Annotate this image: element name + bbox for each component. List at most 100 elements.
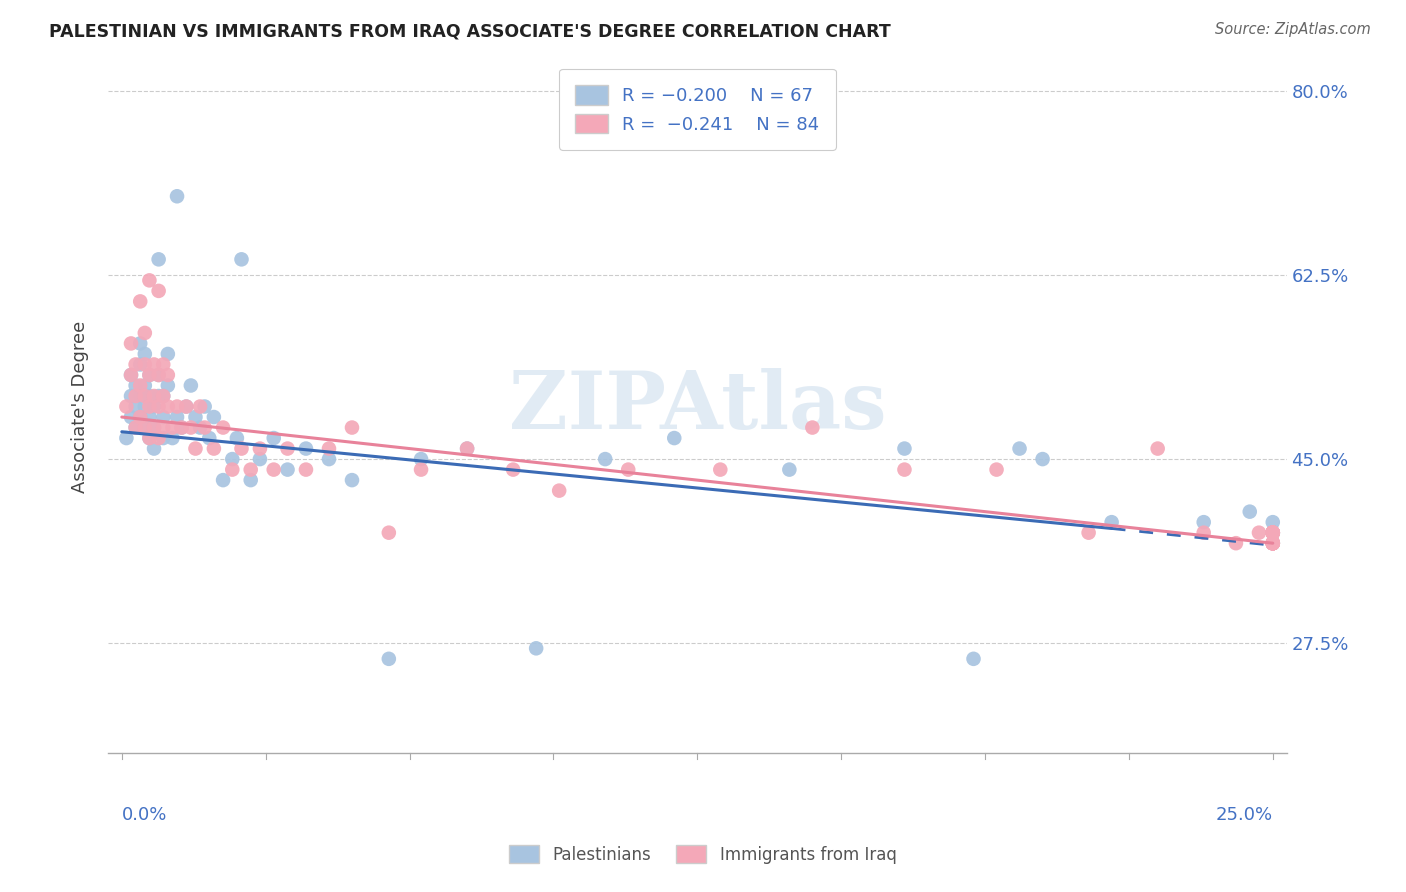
- Point: [593, 452, 616, 467]
- Point: [115, 400, 138, 414]
- Point: [1101, 515, 1123, 529]
- Point: [1261, 536, 1284, 550]
- Point: [1261, 515, 1284, 529]
- Point: [617, 462, 640, 476]
- Point: [1261, 536, 1284, 550]
- Point: [162, 431, 184, 445]
- Point: [184, 442, 207, 456]
- Point: [709, 462, 731, 476]
- Point: [1261, 525, 1284, 540]
- Point: [138, 273, 160, 287]
- Point: [212, 473, 235, 487]
- Point: [134, 378, 156, 392]
- Point: [202, 410, 225, 425]
- Point: [318, 442, 340, 456]
- Point: [1239, 505, 1261, 519]
- Point: [138, 368, 160, 382]
- Point: [340, 473, 363, 487]
- Point: [143, 420, 166, 434]
- Point: [1261, 536, 1284, 550]
- Point: [148, 400, 170, 414]
- Point: [129, 294, 152, 309]
- Text: 0.0%: 0.0%: [122, 806, 167, 824]
- Point: [1261, 536, 1284, 550]
- Point: [1261, 536, 1284, 550]
- Point: [893, 442, 915, 456]
- Point: [1032, 452, 1054, 467]
- Point: [166, 400, 188, 414]
- Point: [664, 431, 686, 445]
- Point: [156, 378, 179, 392]
- Point: [202, 442, 225, 456]
- Point: [143, 442, 166, 456]
- Point: [134, 400, 156, 414]
- Point: [170, 420, 193, 434]
- Point: [138, 410, 160, 425]
- Point: [1261, 525, 1284, 540]
- Legend: R = −0.200    N = 67, R =  −0.241    N = 84: R = −0.200 N = 67, R = −0.241 N = 84: [560, 69, 835, 150]
- Point: [152, 389, 174, 403]
- Point: [188, 400, 211, 414]
- Point: [124, 420, 146, 434]
- Point: [1077, 525, 1099, 540]
- Point: [456, 442, 478, 456]
- Point: [152, 389, 174, 403]
- Point: [134, 420, 156, 434]
- Point: [1261, 525, 1284, 540]
- Point: [277, 462, 299, 476]
- Point: [1261, 536, 1284, 550]
- Point: [148, 431, 170, 445]
- Point: [1247, 525, 1270, 540]
- Point: [1261, 525, 1284, 540]
- Point: [148, 368, 170, 382]
- Point: [124, 400, 146, 414]
- Point: [340, 420, 363, 434]
- Point: [1261, 525, 1284, 540]
- Point: [134, 420, 156, 434]
- Point: [986, 462, 1008, 476]
- Point: [194, 400, 217, 414]
- Point: [277, 442, 299, 456]
- Point: [1261, 536, 1284, 550]
- Point: [1008, 442, 1031, 456]
- Point: [148, 284, 170, 298]
- Point: [138, 431, 160, 445]
- Point: [148, 252, 170, 267]
- Point: [166, 189, 188, 203]
- Point: [152, 431, 174, 445]
- Point: [124, 420, 146, 434]
- Point: [174, 400, 197, 414]
- Point: [893, 462, 915, 476]
- Point: [249, 452, 271, 467]
- Text: PALESTINIAN VS IMMIGRANTS FROM IRAQ ASSOCIATE'S DEGREE CORRELATION CHART: PALESTINIAN VS IMMIGRANTS FROM IRAQ ASSO…: [49, 22, 891, 40]
- Point: [143, 358, 166, 372]
- Point: [239, 462, 262, 476]
- Point: [120, 368, 142, 382]
- Point: [180, 420, 202, 434]
- Point: [156, 368, 179, 382]
- Point: [263, 431, 285, 445]
- Point: [194, 420, 217, 434]
- Text: Source: ZipAtlas.com: Source: ZipAtlas.com: [1215, 22, 1371, 37]
- Point: [152, 358, 174, 372]
- Point: [1261, 525, 1284, 540]
- Point: [180, 378, 202, 392]
- Point: [548, 483, 571, 498]
- Point: [134, 389, 156, 403]
- Point: [409, 462, 432, 476]
- Point: [138, 368, 160, 382]
- Point: [148, 389, 170, 403]
- Point: [120, 336, 142, 351]
- Point: [378, 652, 401, 666]
- Point: [124, 389, 146, 403]
- Text: 25.0%: 25.0%: [1216, 806, 1272, 824]
- Point: [502, 462, 524, 476]
- Point: [174, 400, 197, 414]
- Point: [120, 389, 142, 403]
- Point: [134, 358, 156, 372]
- Point: [198, 431, 221, 445]
- Point: [1261, 536, 1284, 550]
- Point: [225, 431, 247, 445]
- Point: [1225, 536, 1247, 550]
- Point: [129, 410, 152, 425]
